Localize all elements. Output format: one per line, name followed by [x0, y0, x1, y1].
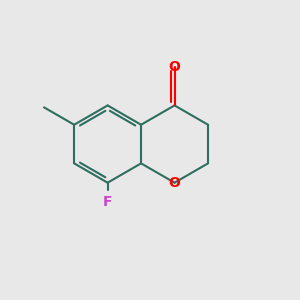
Text: O: O: [169, 60, 181, 74]
Text: O: O: [169, 176, 181, 190]
Text: F: F: [103, 195, 112, 209]
